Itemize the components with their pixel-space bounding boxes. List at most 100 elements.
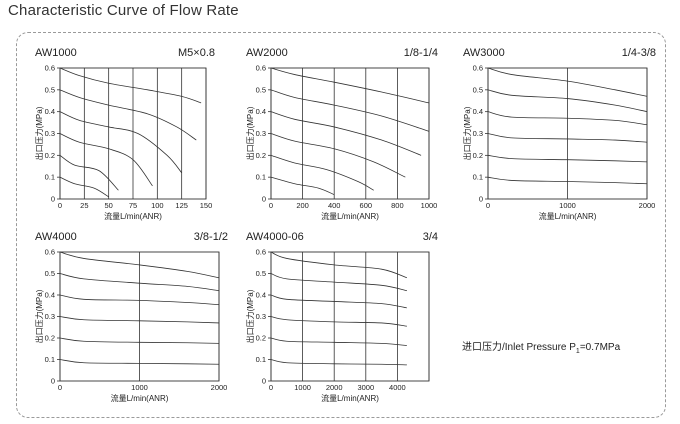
x-tick-label: 0 bbox=[58, 201, 62, 210]
y-tick-label: 0.6 bbox=[256, 64, 266, 73]
chart-panel-aw3000: AW3000 1/4-3/8 0 0.1 0.2 0.3 0.4 0.5 0.6 0 1000 2… bbox=[463, 47, 656, 225]
y-tick-label: 0 bbox=[262, 195, 266, 204]
chart-panel-aw1000: AW1000 M5×0.8 0 0.1 0.2 0.3 0.4 0.5 0.6 0 25 50 75… bbox=[35, 47, 215, 225]
x-tick-label: 50 bbox=[104, 201, 112, 210]
chart-port-size: 3/4 bbox=[422, 231, 438, 243]
x-axis-label: 流量L/min(ANR) bbox=[104, 211, 162, 221]
pressure-curve bbox=[270, 359, 407, 366]
x-tick-label: 0 bbox=[269, 383, 273, 392]
y-tick-label: 0.5 bbox=[256, 269, 266, 278]
x-tick-label: 75 bbox=[129, 201, 137, 210]
pressure-curve bbox=[270, 176, 335, 195]
x-tick-label: 2000 bbox=[326, 383, 343, 392]
x-tick-label: 1000 bbox=[294, 383, 311, 392]
x-tick-label: 400 bbox=[328, 201, 341, 210]
y-tick-label: 0 bbox=[51, 377, 55, 386]
y-axis-label: 出口压力(MPa) bbox=[35, 289, 44, 343]
chart-name: AW3000 bbox=[463, 47, 505, 59]
flow-chart-aw3000: 0 0.1 0.2 0.3 0.4 0.5 0.6 0 1000 2000 流量L/min(ANR)… bbox=[463, 64, 656, 222]
x-tick-label: 1000 bbox=[421, 201, 438, 210]
pressure-curve bbox=[59, 337, 220, 344]
y-tick-label: 0 bbox=[479, 195, 483, 204]
x-tick-label: 125 bbox=[175, 201, 188, 210]
chart-name: AW2000 bbox=[246, 47, 288, 59]
y-tick-label: 0.6 bbox=[256, 248, 266, 257]
pressure-curve bbox=[59, 251, 220, 279]
x-tick-label: 1000 bbox=[131, 383, 148, 392]
pressure-curve bbox=[270, 316, 407, 327]
plot-border bbox=[270, 251, 430, 382]
y-tick-label: 0.3 bbox=[256, 312, 266, 321]
pressure-curve bbox=[270, 67, 430, 104]
y-tick-label: 0.4 bbox=[256, 291, 266, 300]
x-tick-label: 2000 bbox=[639, 201, 656, 210]
pressure-curve bbox=[59, 273, 220, 292]
y-tick-label: 0.5 bbox=[473, 85, 483, 94]
y-tick-label: 0.2 bbox=[473, 151, 483, 160]
y-tick-label: 0.3 bbox=[473, 129, 483, 138]
pressure-curve bbox=[487, 154, 648, 163]
chart-panel-aw2000: AW2000 1/8-1/4 0 0.1 0.2 0.3 0.4 0.5 0.6 0 200 40… bbox=[246, 47, 438, 225]
y-tick-label: 0.1 bbox=[45, 173, 55, 182]
y-tick-label: 0.6 bbox=[473, 64, 483, 73]
pressure-curve bbox=[270, 133, 406, 178]
x-tick-label: 100 bbox=[151, 201, 164, 210]
pressure-curve bbox=[270, 294, 407, 309]
x-tick-label: 200 bbox=[296, 201, 309, 210]
pressure-curve bbox=[270, 89, 430, 132]
pressure-curve bbox=[270, 154, 374, 191]
pressure-curve bbox=[487, 111, 648, 126]
x-tick-label: 4000 bbox=[389, 383, 406, 392]
y-axis-label: 出口压力(MPa) bbox=[246, 106, 255, 160]
x-tick-label: 3000 bbox=[357, 383, 374, 392]
pressure-curve bbox=[59, 133, 153, 187]
chart-port-size: M5×0.8 bbox=[178, 47, 215, 59]
y-tick-label: 0.5 bbox=[45, 269, 55, 278]
chart-name: AW4000-06 bbox=[246, 231, 304, 243]
pressure-curve bbox=[59, 316, 220, 324]
y-tick-label: 0.1 bbox=[473, 173, 483, 182]
pressure-curve bbox=[59, 111, 182, 174]
chart-port-size: 1/4-3/8 bbox=[621, 47, 656, 59]
y-tick-label: 0.6 bbox=[45, 248, 55, 257]
chart-panel-aw4000: AW4000 3/8-1/2 0 0.1 0.2 0.3 0.4 0.5 0.6 0 1000 2… bbox=[35, 231, 228, 407]
inlet-pressure-label: 进口压力/Inlet Pressure P bbox=[462, 342, 576, 353]
dashed-frame bbox=[16, 32, 666, 418]
x-tick-label: 25 bbox=[80, 201, 88, 210]
y-tick-label: 0.6 bbox=[45, 64, 55, 73]
x-tick-label: 150 bbox=[200, 201, 213, 210]
y-tick-label: 0.1 bbox=[45, 355, 55, 364]
y-tick-label: 0.2 bbox=[45, 151, 55, 160]
plot-border bbox=[270, 67, 430, 200]
y-axis-label: 出口压力(MPa) bbox=[246, 289, 255, 343]
pressure-curve bbox=[270, 337, 407, 346]
inlet-pressure-subscript: 1 bbox=[575, 348, 580, 355]
pressure-curve bbox=[59, 359, 220, 365]
y-tick-label: 0.2 bbox=[256, 151, 266, 160]
x-axis-label: 流量L/min(ANR) bbox=[321, 211, 379, 221]
y-tick-label: 0.4 bbox=[256, 107, 266, 116]
y-tick-label: 0.1 bbox=[256, 355, 266, 364]
pressure-curve bbox=[487, 89, 648, 113]
y-tick-label: 0.1 bbox=[256, 173, 266, 182]
y-tick-label: 0.3 bbox=[45, 129, 55, 138]
y-tick-label: 0.5 bbox=[256, 85, 266, 94]
x-tick-label: 0 bbox=[486, 201, 490, 210]
chart-name: AW4000 bbox=[35, 231, 77, 243]
x-tick-label: 0 bbox=[269, 201, 273, 210]
pressure-curve bbox=[270, 273, 407, 292]
pressure-curve bbox=[59, 294, 220, 306]
y-axis-label: 出口压力(MPa) bbox=[463, 106, 472, 160]
y-tick-label: 0.4 bbox=[45, 291, 55, 300]
pressure-curve bbox=[487, 67, 648, 97]
chart-port-size: 3/8-1/2 bbox=[193, 231, 228, 243]
y-tick-label: 0.4 bbox=[473, 107, 483, 116]
y-tick-label: 0.3 bbox=[45, 312, 55, 321]
page-title: Characteristic Curve of Flow Rate bbox=[8, 2, 239, 19]
flow-chart-aw2000: 0 0.1 0.2 0.3 0.4 0.5 0.6 0 200 400 600 800 1000 流量L/… bbox=[246, 64, 438, 222]
x-axis-label: 流量L/min(ANR) bbox=[321, 393, 379, 403]
pressure-curve bbox=[487, 176, 648, 185]
y-tick-label: 0 bbox=[262, 377, 266, 386]
x-tick-label: 2000 bbox=[211, 383, 228, 392]
pressure-curve bbox=[270, 111, 422, 156]
